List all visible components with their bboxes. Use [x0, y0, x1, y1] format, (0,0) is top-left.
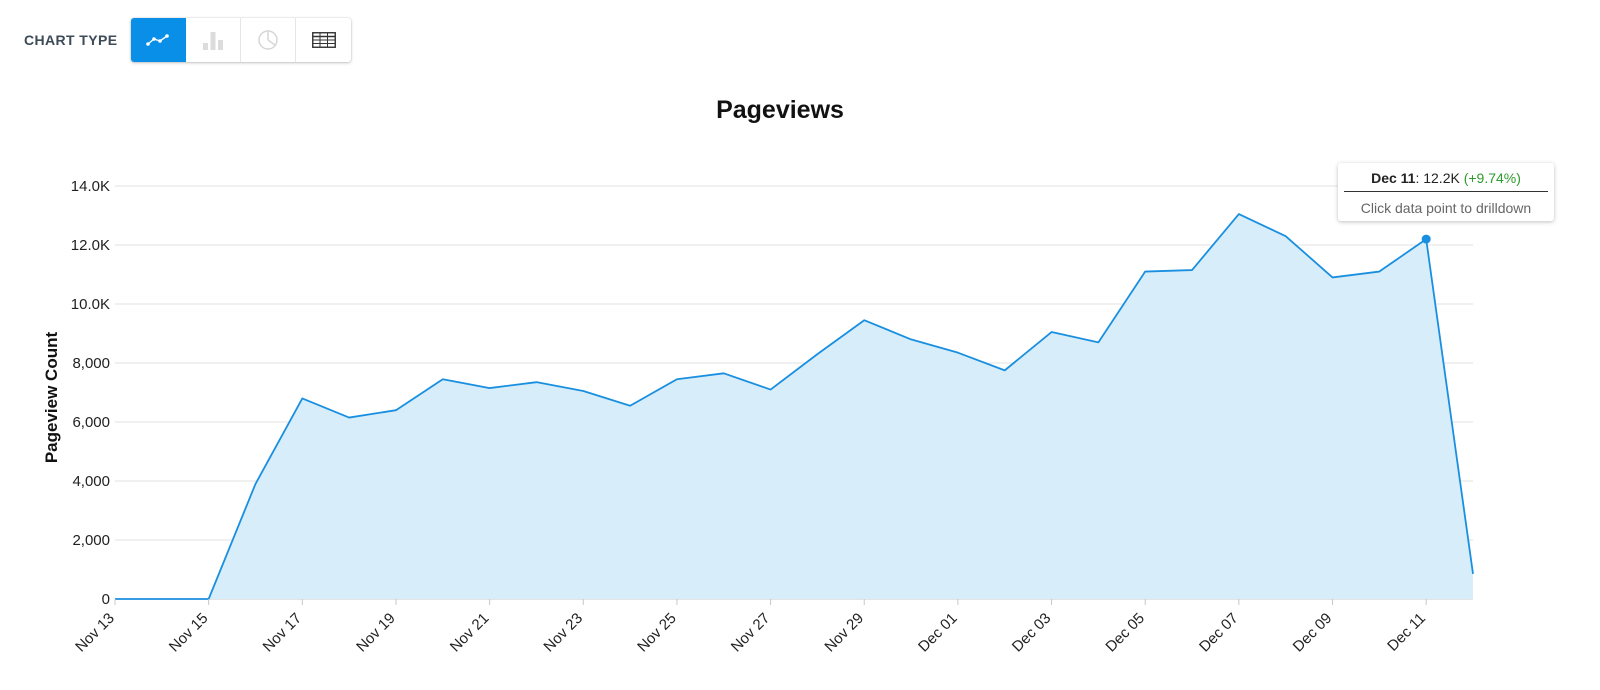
table-icon [312, 32, 336, 48]
data-point[interactable] [1189, 267, 1195, 273]
chart-type-button-group [131, 18, 352, 62]
data-point[interactable] [487, 385, 493, 391]
tooltip-header: Dec 11: 12.2K (+9.74%) [1371, 170, 1521, 186]
x-tick-label: Nov 27 [728, 610, 774, 656]
data-point[interactable] [908, 336, 914, 342]
data-point[interactable] [955, 350, 961, 356]
data-point[interactable] [1330, 274, 1336, 280]
x-tick-label: Dec 03 [1009, 610, 1055, 656]
y-axis-label: Pageview Count [42, 332, 61, 464]
data-point[interactable] [1002, 367, 1008, 373]
x-tick-label: Nov 19 [353, 610, 399, 656]
y-tick-label: 14.0K [71, 178, 110, 195]
tooltip-value: 12.2K [1423, 170, 1460, 186]
data-point[interactable] [1049, 329, 1055, 335]
x-tick-label: Nov 29 [821, 610, 867, 656]
data-point[interactable] [721, 370, 727, 376]
data-point[interactable] [299, 395, 305, 401]
highlighted-data-point[interactable] [1421, 234, 1431, 244]
pie-chart-icon [258, 30, 279, 50]
y-tick-label: 10.0K [71, 296, 110, 313]
data-point[interactable] [1283, 233, 1289, 239]
chart-type-selector: CHART TYPE [24, 18, 352, 62]
series-area-fill [115, 214, 1473, 599]
data-point[interactable] [159, 596, 165, 602]
tooltip-date: Dec 11 [1371, 170, 1416, 186]
data-point[interactable] [393, 407, 399, 413]
x-tick-label: Nov 17 [260, 610, 306, 656]
data-point[interactable] [674, 376, 680, 382]
bar-chart-button[interactable] [186, 18, 242, 62]
data-point[interactable] [580, 388, 586, 394]
y-tick-label: 2,000 [72, 532, 110, 549]
x-tick-label: Nov 21 [447, 610, 493, 656]
data-point[interactable] [346, 415, 352, 421]
data-point-tooltip: Dec 11: 12.2K (+9.74%) Click data point … [1338, 163, 1554, 221]
tooltip-hint: Click data point to drilldown [1360, 200, 1532, 216]
data-point[interactable] [440, 376, 446, 382]
x-tick-label: Dec 11 [1384, 610, 1429, 655]
x-tick-label: Nov 15 [166, 610, 212, 656]
x-tick-label: Dec 07 [1196, 610, 1242, 656]
data-point[interactable] [627, 403, 633, 409]
x-tick-label: Dec 05 [1102, 610, 1148, 656]
x-tick-label: Nov 23 [540, 610, 586, 656]
chart-type-label: CHART TYPE [24, 32, 118, 48]
data-point[interactable] [1470, 571, 1476, 577]
x-tick-label: Nov 13 [72, 610, 118, 656]
x-tick-label: Dec 09 [1290, 610, 1336, 656]
data-point[interactable] [252, 481, 258, 487]
y-tick-label: 6,000 [72, 414, 110, 431]
x-tick-label: Nov 25 [634, 610, 680, 656]
bar-chart-icon [203, 32, 224, 50]
y-tick-label: 12.0K [71, 237, 110, 254]
chart-title: Pageviews [716, 96, 844, 124]
data-point[interactable] [814, 351, 820, 357]
data-point[interactable] [861, 317, 867, 323]
tooltip-change: (+9.74%) [1463, 170, 1521, 186]
data-point[interactable] [768, 387, 774, 393]
data-point[interactable] [1095, 339, 1101, 345]
y-tick-label: 4,000 [72, 473, 110, 490]
y-tick-label: 0 [102, 591, 110, 608]
x-tick-label: Dec 01 [915, 610, 961, 656]
pie-chart-button[interactable] [241, 18, 297, 62]
table-button[interactable] [296, 18, 351, 62]
data-point[interactable] [1142, 269, 1148, 275]
series-line [115, 213, 1474, 600]
data-point[interactable] [1376, 269, 1382, 275]
y-tick-label: 8,000 [72, 355, 110, 372]
data-point[interactable] [1236, 211, 1242, 217]
data-point[interactable] [533, 379, 539, 385]
line-chart-icon [146, 34, 170, 46]
tooltip-divider [1344, 191, 1548, 192]
line-chart-button[interactable] [131, 18, 187, 62]
